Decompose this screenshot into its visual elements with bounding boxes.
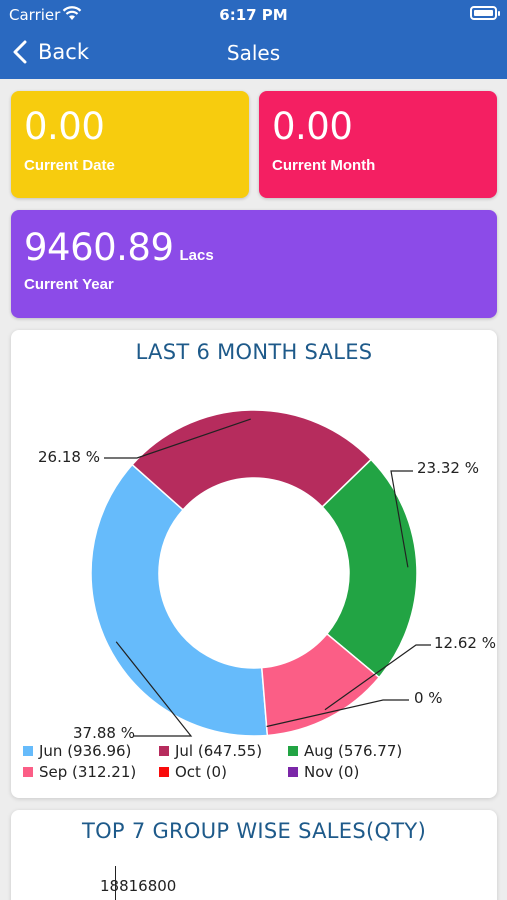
legend-swatch	[23, 767, 33, 777]
current-month-card: 0.00 Current Month	[259, 91, 497, 198]
legend-swatch	[288, 746, 298, 756]
donut-slice-aug[interactable]	[321, 458, 418, 679]
top-7-group-sales-title: TOP 7 GROUP WISE SALES(QTY)	[81, 819, 427, 843]
current-date-label: Current Date	[24, 157, 115, 174]
legend-item-nov[interactable]: Nov (0)	[288, 763, 359, 781]
top-7-group-sales-panel: TOP 7 GROUP WISE SALES(QTY) 18816800	[11, 810, 497, 900]
percent-label-sep: 12.62 %	[434, 634, 496, 652]
current-date-value: 0.00	[24, 105, 105, 148]
legend-item-aug[interactable]: Aug (576.77)	[288, 742, 402, 760]
carrier-label: Carrier	[9, 6, 61, 24]
current-month-value: 0.00	[272, 105, 353, 148]
legend-label: Sep (312.21)	[39, 763, 137, 781]
legend-label: Nov (0)	[304, 763, 360, 781]
current-year-card: 9460.89 Lacs Current Year	[11, 210, 497, 318]
current-date-card: 0.00 Current Date	[11, 91, 249, 198]
y-axis-line	[115, 866, 116, 900]
current-year-unit: Lacs	[179, 247, 214, 264]
legend-label: Jun (936.96)	[39, 742, 132, 760]
legend-item-sep[interactable]: Sep (312.21)	[23, 763, 136, 781]
label-leader-line	[390, 470, 413, 568]
legend-item-oct[interactable]: Oct (0)	[159, 763, 227, 781]
percent-label-jul: 26.18 %	[38, 448, 100, 466]
donut-slice-jun[interactable]	[90, 463, 269, 737]
legend-swatch	[288, 767, 298, 777]
back-label: Back	[38, 40, 89, 64]
page-title: Sales	[226, 41, 281, 65]
percent-label-aug: 23.32 %	[417, 459, 479, 477]
wifi-icon	[62, 6, 82, 20]
legend-label: Jul (647.55)	[175, 742, 263, 760]
legend-label: Oct (0)	[175, 763, 227, 781]
chart-legend: Jun (936.96) Jul (647.55) Aug (576.77) Sep …	[23, 742, 493, 787]
legend-swatch	[159, 767, 169, 777]
axis-value-label: 18816800	[100, 877, 177, 895]
legend-swatch	[159, 746, 169, 756]
status-time: 6:17 PM	[219, 6, 288, 24]
battery-icon	[470, 6, 500, 20]
label-leader-line	[324, 644, 431, 711]
navigation-bar: Carrier 6:17 PM Back Sales	[0, 0, 507, 79]
status-bar: Carrier 6:17 PM	[0, 0, 507, 30]
current-year-label: Current Year	[24, 276, 114, 293]
donut-slice-sep[interactable]	[260, 632, 381, 737]
percent-label-jun: 37.88 %	[73, 724, 135, 742]
sales-donut-chart[interactable]: 37.88 % 26.18 % 23.32 % 12.62 % 0 %	[11, 370, 497, 770]
legend-swatch	[23, 746, 33, 756]
chevron-left-icon	[13, 40, 27, 64]
current-month-label: Current Month	[272, 157, 376, 174]
current-year-value-row: 9460.89 Lacs	[24, 226, 214, 269]
label-leader-line	[266, 699, 409, 728]
last-6-month-sales-panel: LAST 6 MONTH SALES 37.88 % 26.18 % 23.32 %…	[11, 330, 497, 798]
back-button[interactable]: Back	[12, 38, 89, 66]
last-6-month-sales-title: LAST 6 MONTH SALES	[135, 340, 373, 364]
current-year-value: 9460.89	[24, 226, 174, 269]
donut-slice-jul[interactable]	[131, 409, 373, 511]
label-leader-line	[104, 418, 251, 459]
legend-label: Aug (576.77)	[304, 742, 403, 760]
legend-item-jun[interactable]: Jun (936.96)	[23, 742, 131, 760]
legend-item-jul[interactable]: Jul (647.55)	[159, 742, 262, 760]
label-leader-line	[115, 641, 193, 737]
percent-label-oct: 0 %	[414, 689, 443, 707]
